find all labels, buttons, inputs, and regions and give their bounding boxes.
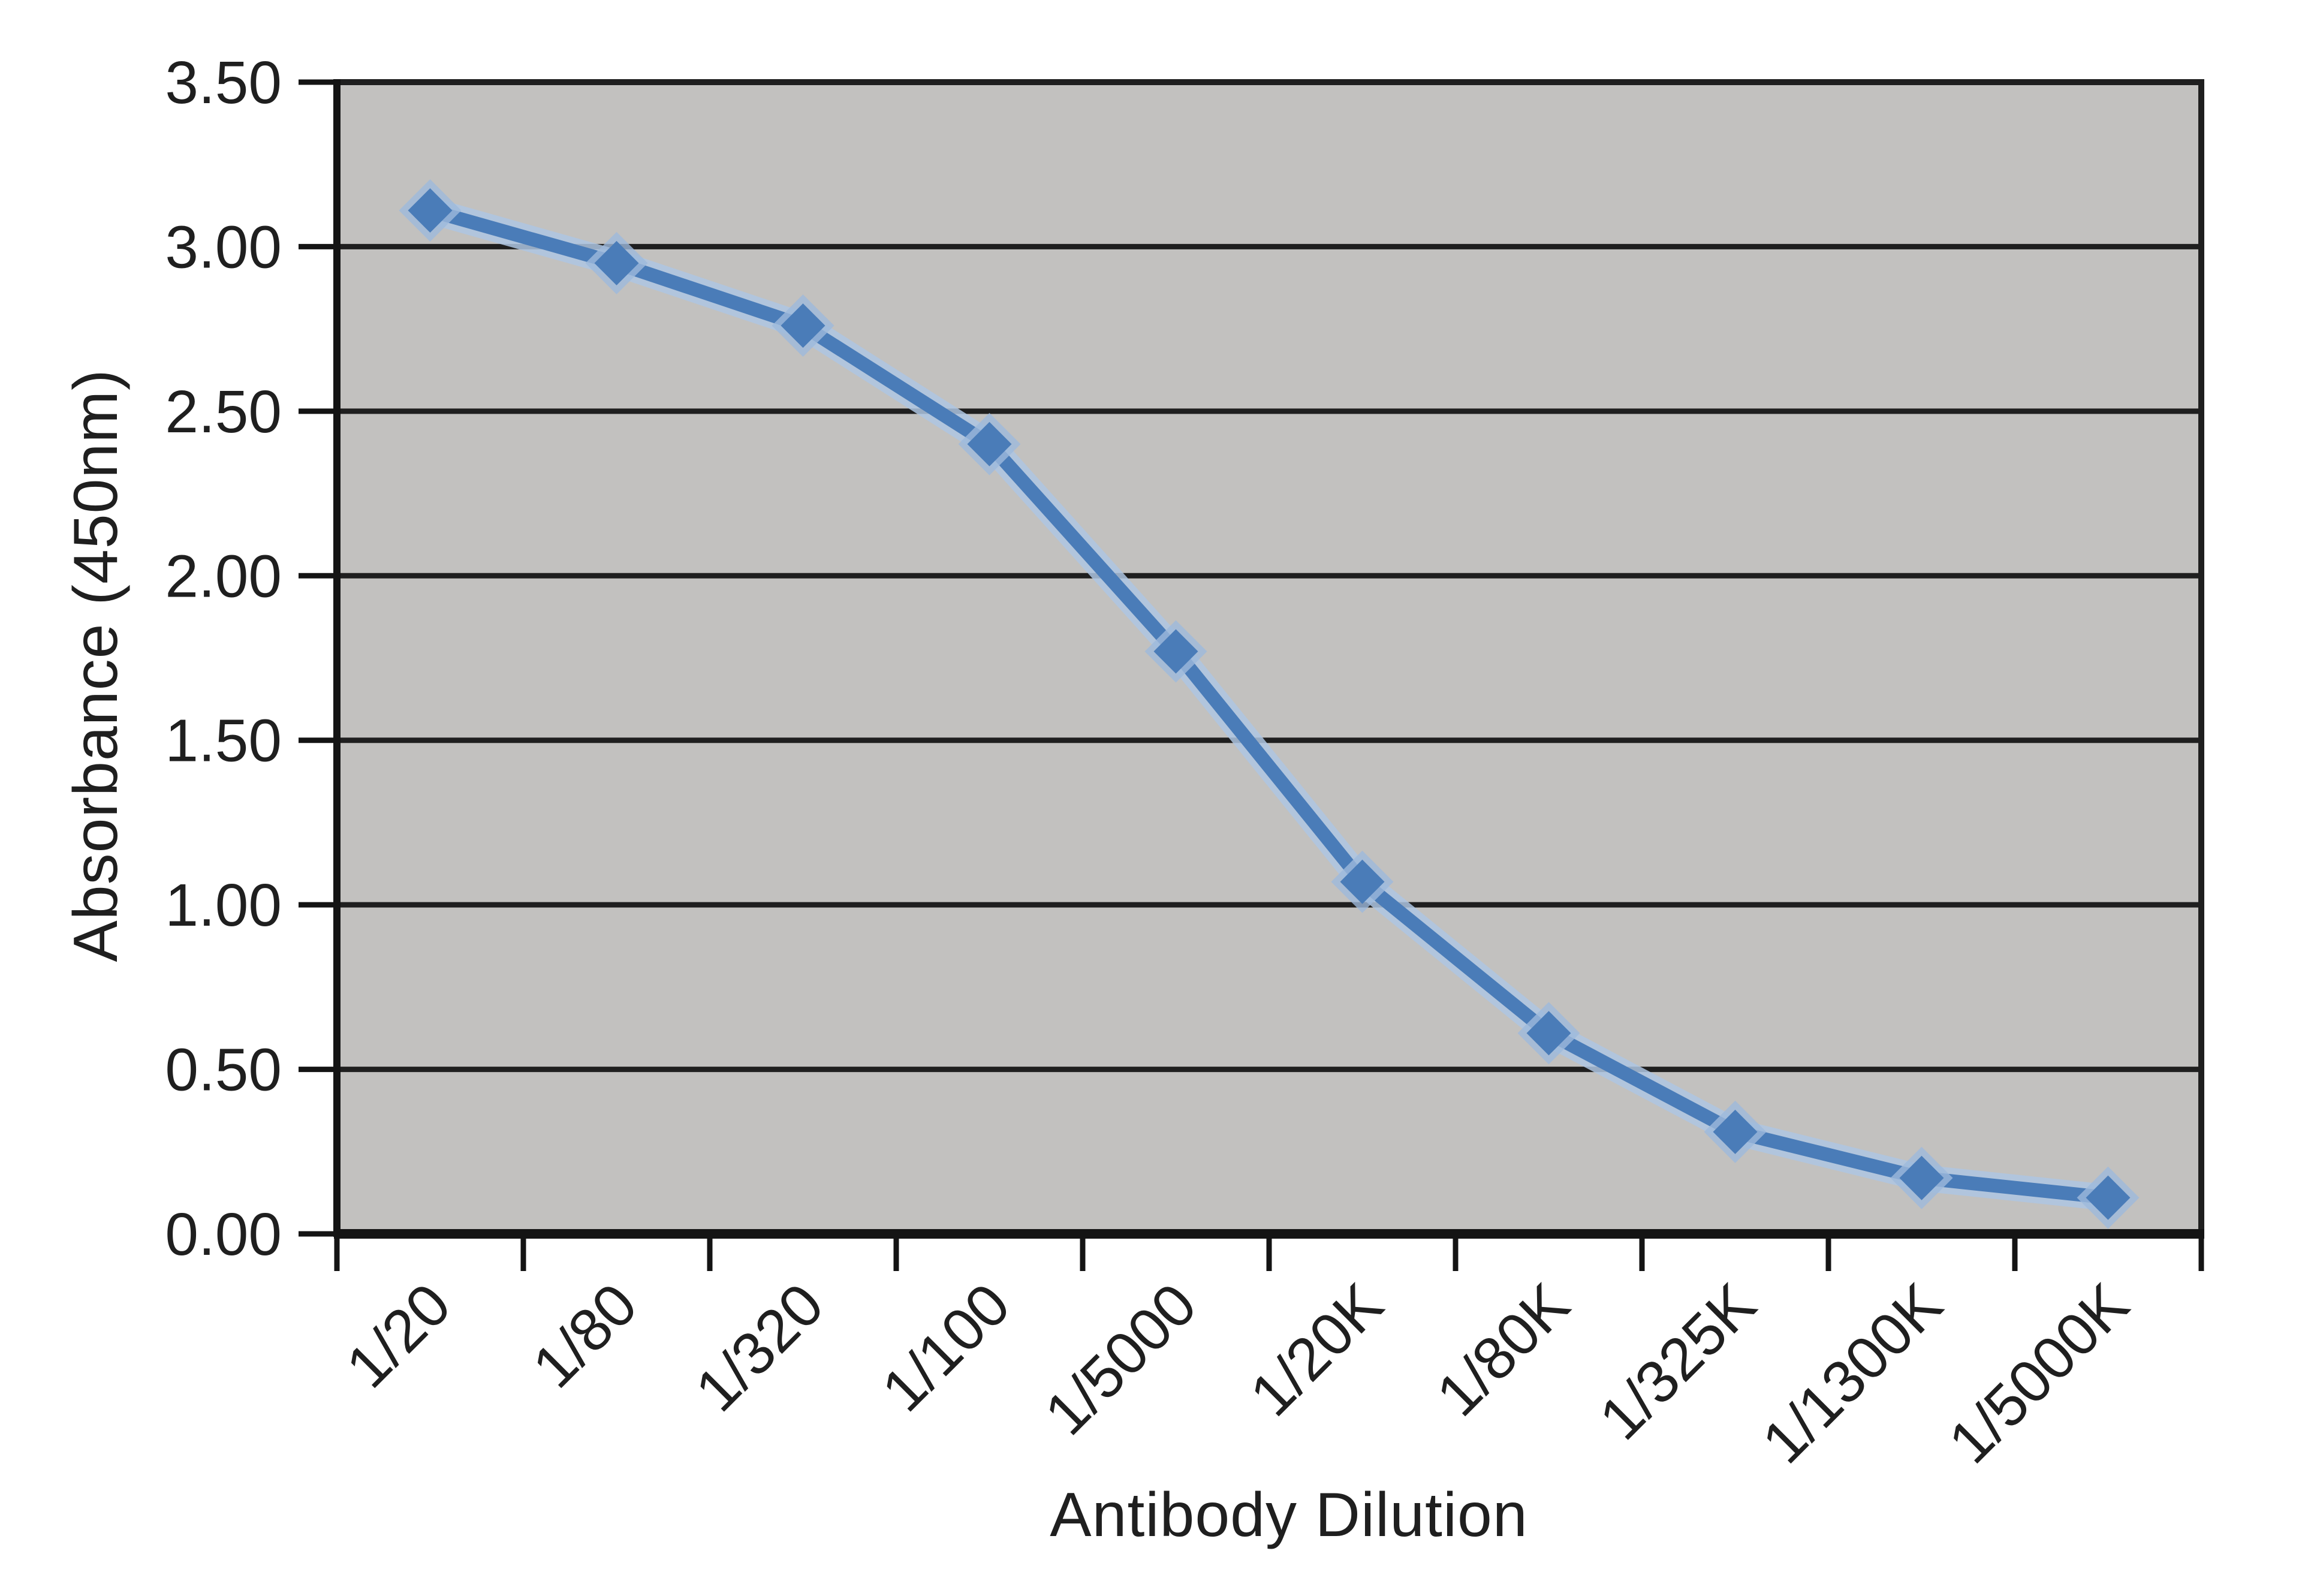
x-tick-label: 1/20 <box>333 1270 463 1401</box>
y-tick-label: 3.50 <box>165 49 282 116</box>
x-tick-label: 1/5000K <box>1936 1270 2141 1476</box>
y-tick-label: 0.00 <box>165 1201 282 1268</box>
data-point-marker <box>1713 1109 1758 1154</box>
x-tick-label: 1/320 <box>683 1270 836 1424</box>
series-line <box>423 203 2115 1205</box>
x-tick-label: 1/5000 <box>1032 1270 1209 1447</box>
data-point-marker <box>594 240 639 285</box>
data-point-marker <box>2086 1175 2131 1220</box>
x-axis-title: Antibody Dilution <box>1050 1480 1528 1550</box>
data-point-marker <box>408 188 453 233</box>
data-point-marker <box>1526 1011 1571 1056</box>
y-tick-label: 2.50 <box>165 378 282 445</box>
data-point-marker <box>1340 859 1385 904</box>
data-point-marker <box>1153 629 1198 674</box>
y-tick-label: 0.50 <box>165 1037 282 1104</box>
data-point-marker <box>1899 1155 1944 1200</box>
data-point-marker <box>781 303 825 348</box>
x-tick-label: 1/20K <box>1237 1270 1396 1429</box>
y-axis-title: Absorbance (450nm) <box>61 369 131 962</box>
y-tick-label: 1.50 <box>165 707 282 775</box>
x-tick-label: 1/325K <box>1587 1270 1768 1452</box>
x-tick-label: 1/80K <box>1424 1270 1582 1429</box>
data-point-marker <box>967 421 1012 466</box>
x-tick-label: 1/1300K <box>1749 1270 1955 1476</box>
x-tick-label: 1/100 <box>869 1270 1023 1424</box>
y-tick-label: 2.00 <box>165 543 282 610</box>
y-tick-label: 1.00 <box>165 872 282 939</box>
y-tick-label: 3.00 <box>165 213 282 281</box>
x-tick-label: 1/80 <box>520 1270 650 1401</box>
